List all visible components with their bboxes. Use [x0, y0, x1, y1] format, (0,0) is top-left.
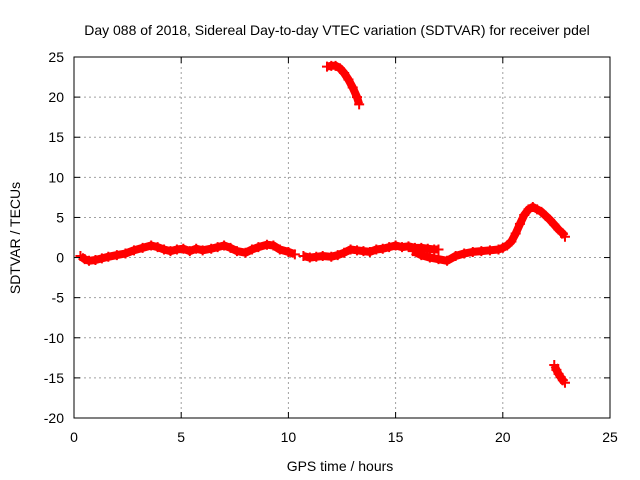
data-point	[326, 251, 337, 262]
data-point	[506, 236, 517, 247]
data-point	[559, 377, 570, 388]
data-point	[384, 242, 395, 253]
data-point	[347, 82, 358, 93]
data-point	[352, 92, 363, 103]
x-tick-label: 15	[388, 429, 404, 445]
data-point	[103, 251, 114, 262]
data-point	[253, 242, 264, 253]
y-tick-label: 0	[56, 250, 64, 266]
data-point	[159, 244, 170, 255]
y-tick-label: -15	[44, 370, 64, 386]
data-point	[197, 245, 208, 256]
y-tick-label: 10	[48, 169, 64, 185]
data-point	[339, 247, 350, 258]
data-point	[343, 74, 354, 85]
x-axis-label: GPS time / hours	[287, 458, 394, 474]
data-point	[390, 240, 401, 251]
data-point	[268, 240, 279, 251]
data-point	[559, 231, 570, 242]
data-point	[129, 245, 140, 256]
data-point	[212, 242, 223, 253]
y-tick-label: 5	[56, 209, 64, 225]
tick-labels: 0 5 10 15 20 25 -20 -15 -10 -5 0 5 10 15 20 25	[44, 49, 618, 445]
data-point	[191, 243, 202, 254]
data-point	[137, 242, 148, 253]
data-point	[240, 247, 251, 258]
ticks	[73, 56, 611, 419]
x-tick-label: 20	[495, 429, 511, 445]
data-point	[354, 99, 365, 110]
data-point	[424, 252, 435, 263]
data-point	[332, 250, 343, 261]
data-point	[519, 210, 530, 221]
data-point	[476, 246, 487, 257]
data-point	[225, 242, 236, 253]
y-tick-label: 25	[48, 49, 64, 65]
data-point	[510, 228, 521, 239]
data-point	[484, 245, 495, 256]
data-point	[317, 250, 328, 261]
y-tick-label: -10	[44, 330, 64, 346]
data-point	[283, 246, 294, 257]
data-point	[407, 246, 418, 257]
data-point	[377, 243, 388, 254]
data-point	[206, 243, 217, 254]
data-point	[152, 242, 163, 253]
x-tick-label: 5	[177, 429, 185, 445]
data-point	[450, 250, 461, 261]
data-point	[274, 244, 285, 255]
y-axis-label: SDTVAR / TECUs	[7, 182, 23, 294]
x-tick-label: 25	[602, 429, 618, 445]
data-point	[96, 253, 107, 264]
y-tick-label: -5	[52, 290, 65, 306]
data-point	[231, 246, 242, 257]
chart-title: Day 088 of 2018, Sidereal Day-to-day VTE…	[84, 22, 590, 38]
data-point	[339, 68, 350, 79]
data-layer	[75, 60, 570, 388]
data-point	[433, 244, 444, 255]
data-point	[111, 250, 122, 261]
y-tick-label: -20	[44, 410, 64, 426]
data-point	[433, 254, 444, 265]
data-point	[416, 250, 427, 261]
data-point	[514, 218, 525, 229]
data-point	[246, 244, 257, 255]
data-point	[459, 248, 470, 259]
x-tick-label: 10	[281, 429, 297, 445]
data-point	[120, 248, 131, 259]
data-point	[467, 246, 478, 257]
data-point	[90, 254, 101, 265]
data-point	[146, 240, 157, 251]
y-tick-label: 15	[48, 129, 64, 145]
data-point	[549, 360, 560, 371]
data-point	[219, 240, 230, 251]
data-point	[289, 249, 300, 260]
x-tick-label: 0	[70, 429, 78, 445]
data-point	[165, 246, 176, 257]
y-tick-label: 20	[48, 89, 64, 105]
plot-frame	[73, 56, 611, 419]
data-point	[178, 243, 189, 254]
data-point	[298, 250, 309, 261]
data-point	[184, 246, 195, 257]
data-point	[364, 246, 375, 257]
data-point	[442, 255, 453, 266]
